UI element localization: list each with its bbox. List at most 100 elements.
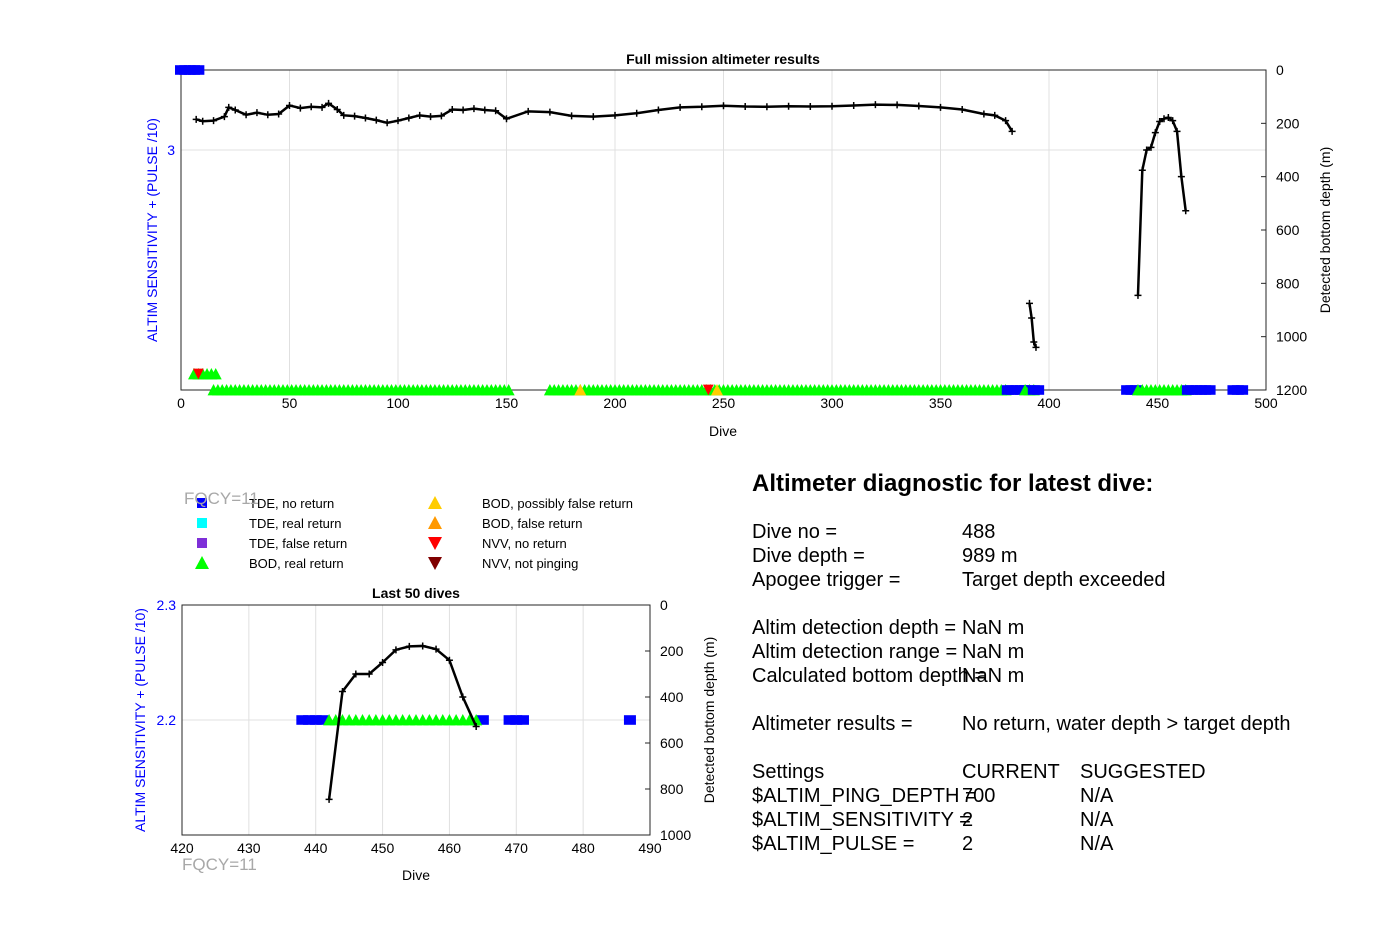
- bottom-depth-point: [871, 101, 879, 109]
- x-tick-label: 490: [638, 840, 662, 856]
- bottom-depth-point: [785, 102, 793, 110]
- right-tick-label: 1000: [660, 827, 691, 843]
- x-tick-label: 0: [177, 395, 185, 411]
- bottom-depth-point: [392, 646, 400, 654]
- chart1-x-ticks: 0 50 100 150 200 250 300 350 400 450 500: [177, 395, 1278, 411]
- bottom-depth-point: [1147, 143, 1155, 151]
- tde_no_return-marker: [623, 715, 636, 725]
- bottom-depth-point: [1138, 166, 1146, 174]
- detection-depth-label: Altim detection depth =: [752, 617, 957, 639]
- legend-nvv_no_return-label: NVV, no return: [482, 536, 567, 551]
- x-tick-label: 460: [438, 840, 462, 856]
- chart2-plot-box: [181, 604, 651, 836]
- bottom-depth-point: [1177, 173, 1185, 181]
- chart1-markers: [175, 65, 1249, 396]
- tde_no_return-marker: [1203, 385, 1216, 395]
- right-tick-label: 0: [660, 597, 668, 613]
- settings-label: Settings: [752, 761, 825, 783]
- right-tick-label: 400: [1276, 169, 1300, 185]
- sensitivity-suggested: N/A: [1080, 809, 1114, 831]
- bottom-depth-point: [365, 670, 373, 678]
- legend-bod_false_return-label: BOD, false return: [482, 516, 582, 531]
- tde_no_return-marker: [309, 715, 322, 725]
- bottom-depth-point: [220, 113, 228, 121]
- bottom-depth-point: [318, 103, 326, 111]
- right-tick-label: 600: [660, 735, 684, 751]
- bottom-depth-point: [937, 103, 944, 111]
- legend-bod_possibly_false_return-label: BOD, possibly false return: [482, 496, 633, 511]
- bottom-depth-point: [472, 722, 480, 730]
- bottom-depth-point: [589, 113, 597, 121]
- bottom-depth-point: [340, 111, 348, 119]
- bottom-depth-point: [1134, 291, 1142, 299]
- bottom-depth-point: [459, 693, 467, 701]
- bottom-depth-point: [338, 687, 346, 695]
- bottom-depth-point: [698, 103, 706, 111]
- chart2-x-ticks: 420 430 440 450 460 470 480 490: [170, 840, 662, 856]
- left-tick-label: 2.3: [157, 597, 177, 613]
- bottom-depth-point: [611, 111, 619, 119]
- nvv_no_return-marker: [192, 368, 204, 380]
- right-tick-label: 400: [660, 689, 684, 705]
- bottom-depth-point: [1032, 343, 1040, 351]
- bottom-depth-point: [352, 670, 360, 678]
- current-header: CURRENT: [962, 761, 1060, 783]
- right-tick-label: 200: [660, 643, 684, 659]
- legend-nvv_no_return-swatch: [428, 537, 442, 550]
- x-tick-label: 150: [495, 395, 519, 411]
- chart2-right-ticks: 0 200 400 600 800 1000: [645, 597, 691, 843]
- dive-depth-label: Dive depth =: [752, 545, 865, 567]
- bottom-depth-point: [210, 117, 218, 125]
- last-50-dives-chart: Last 50 dives 420 430 440 450 460 470 480 490 2…: [132, 585, 717, 883]
- bottom-depth-point: [427, 113, 435, 121]
- bottom-depth-point: [405, 114, 413, 122]
- tde_no_return-marker: [510, 715, 523, 725]
- x-tick-label: 400: [1037, 395, 1061, 411]
- bottom-depth-point: [307, 103, 315, 111]
- bottom-depth-point: [416, 111, 424, 119]
- pulse-suggested: N/A: [1080, 833, 1114, 855]
- bottom-depth-point: [893, 101, 901, 109]
- bottom-depth-point: [633, 109, 641, 117]
- bottom-depth-point: [1025, 299, 1033, 307]
- bottom-depth-point: [1143, 146, 1151, 154]
- chart2-depth-lines: [325, 642, 480, 803]
- chart1-right-y-label: Detected bottom depth (m): [1317, 147, 1333, 314]
- results-value: No return, water depth > target depth: [962, 713, 1291, 735]
- bottom-depth-point: [654, 106, 662, 114]
- legend-tde_false_return-label: TDE, false return: [249, 536, 347, 551]
- tde_no_return-marker: [296, 715, 309, 725]
- tde_no_return-marker: [1032, 385, 1045, 395]
- bottom-depth-point: [192, 115, 200, 123]
- x-tick-label: 440: [304, 840, 328, 856]
- bottom-depth-point: [459, 106, 467, 114]
- bottom-depth-point: [225, 103, 233, 111]
- bottom-depth-point: [850, 101, 858, 109]
- x-tick-label: 50: [282, 395, 298, 411]
- bottom-depth-point: [325, 795, 333, 803]
- results-label: Altimeter results =: [752, 713, 913, 735]
- bottom-depth-point: [546, 108, 554, 116]
- x-tick-label: 100: [386, 395, 410, 411]
- x-tick-label: 200: [603, 395, 627, 411]
- x-tick-label: 450: [371, 840, 395, 856]
- calc-depth-value: NaN m: [962, 665, 1025, 687]
- right-tick-label: 200: [1276, 115, 1300, 131]
- bottom-depth-line: [1136, 116, 1187, 296]
- dive-no-label: Dive no =: [752, 521, 838, 543]
- x-tick-label: 430: [237, 840, 261, 856]
- right-tick-label: 0: [1276, 62, 1284, 78]
- bottom-depth-point: [1182, 207, 1190, 215]
- bottom-depth-point: [991, 111, 999, 119]
- bottom-depth-point: [503, 115, 510, 123]
- right-tick-label: 600: [1276, 222, 1300, 238]
- fqcy-label-top: FQCY=11: [184, 489, 259, 508]
- ping-depth-label: $ALTIM_PING_DEPTH =: [752, 785, 977, 807]
- right-tick-label: 1200: [1276, 382, 1307, 398]
- legend-tde_no_return-swatch: [197, 498, 207, 508]
- detection-range-value: NaN m: [962, 641, 1025, 663]
- bottom-depth-point: [1164, 113, 1172, 121]
- bottom-depth-point: [980, 110, 988, 118]
- chart2-markers: [296, 714, 636, 726]
